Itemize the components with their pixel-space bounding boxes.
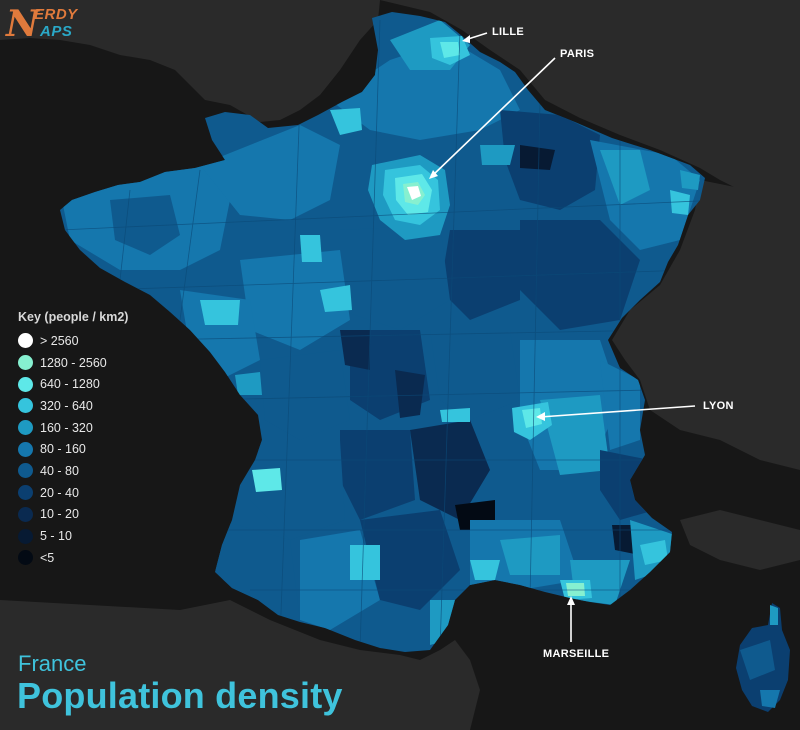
legend-item: > 2560 [18, 330, 128, 352]
legend-item: 320 - 640 [18, 395, 128, 417]
legend-label: 20 - 40 [40, 485, 79, 500]
legend-label: > 2560 [40, 333, 79, 348]
logo-line1: ERDY [34, 6, 78, 23]
arrowhead-paris [429, 170, 438, 179]
city-label-lyon: LYON [703, 400, 734, 412]
page-title: Population density [17, 675, 343, 716]
legend-label: 320 - 640 [40, 398, 93, 413]
legend-title: Key (people / km2) [18, 310, 129, 324]
logo-letter: N [6, 3, 39, 45]
arrowhead-marseille [567, 596, 575, 605]
legend-swatch [18, 333, 33, 349]
map-legend: Key (people / km2) > 2560 1280 - 2560 640 … [18, 310, 128, 569]
arrowhead-lille [462, 35, 470, 43]
legend-swatch [18, 441, 33, 457]
legend-item: 80 - 160 [18, 438, 128, 460]
legend-swatch [18, 506, 33, 522]
nerdy-maps-logo: N ERDY APS [6, 4, 90, 44]
legend-item: 40 - 80 [18, 460, 128, 482]
arrow-paris [431, 57, 556, 177]
arrowhead-lyon [536, 412, 545, 421]
legend-label: 5 - 10 [40, 529, 72, 544]
legend-item: 160 - 320 [18, 417, 128, 439]
legend-item: 5 - 10 [18, 525, 128, 547]
legend-swatch [18, 463, 33, 479]
legend-item: 10 - 20 [18, 504, 128, 526]
legend-item: 20 - 40 [18, 482, 128, 504]
legend-label: 10 - 20 [40, 507, 79, 522]
city-label-marseille: MARSEILLE [543, 648, 610, 660]
legend-swatch [18, 528, 33, 544]
legend-swatch [18, 376, 33, 392]
corsica [736, 603, 790, 712]
legend-swatch [18, 355, 33, 371]
country-title: France [18, 651, 87, 676]
legend-swatch [18, 550, 33, 566]
legend-label: 640 - 1280 [40, 377, 100, 392]
arrow-lyon [539, 405, 696, 418]
legend-swatch [18, 420, 33, 436]
legend-item: 640 - 1280 [18, 373, 128, 395]
legend-item: <5 [18, 547, 128, 569]
legend-label: 40 - 80 [40, 463, 79, 478]
legend-label: <5 [40, 550, 55, 565]
legend-swatch [18, 485, 33, 501]
legend-item: 1280 - 2560 [18, 352, 128, 374]
department-borders [60, 19, 705, 651]
legend-label: 160 - 320 [40, 420, 93, 435]
logo-line2: APS [40, 23, 73, 40]
legend-label: 1280 - 2560 [40, 355, 107, 370]
legend-swatch [18, 398, 33, 414]
city-label-paris: PARIS [560, 48, 595, 60]
city-arrows [429, 32, 696, 642]
legend-items: > 2560 1280 - 2560 640 - 1280 320 - 640 160 … [18, 330, 128, 569]
legend-label: 80 - 160 [40, 442, 86, 457]
city-label-lille: LILLE [492, 26, 525, 38]
